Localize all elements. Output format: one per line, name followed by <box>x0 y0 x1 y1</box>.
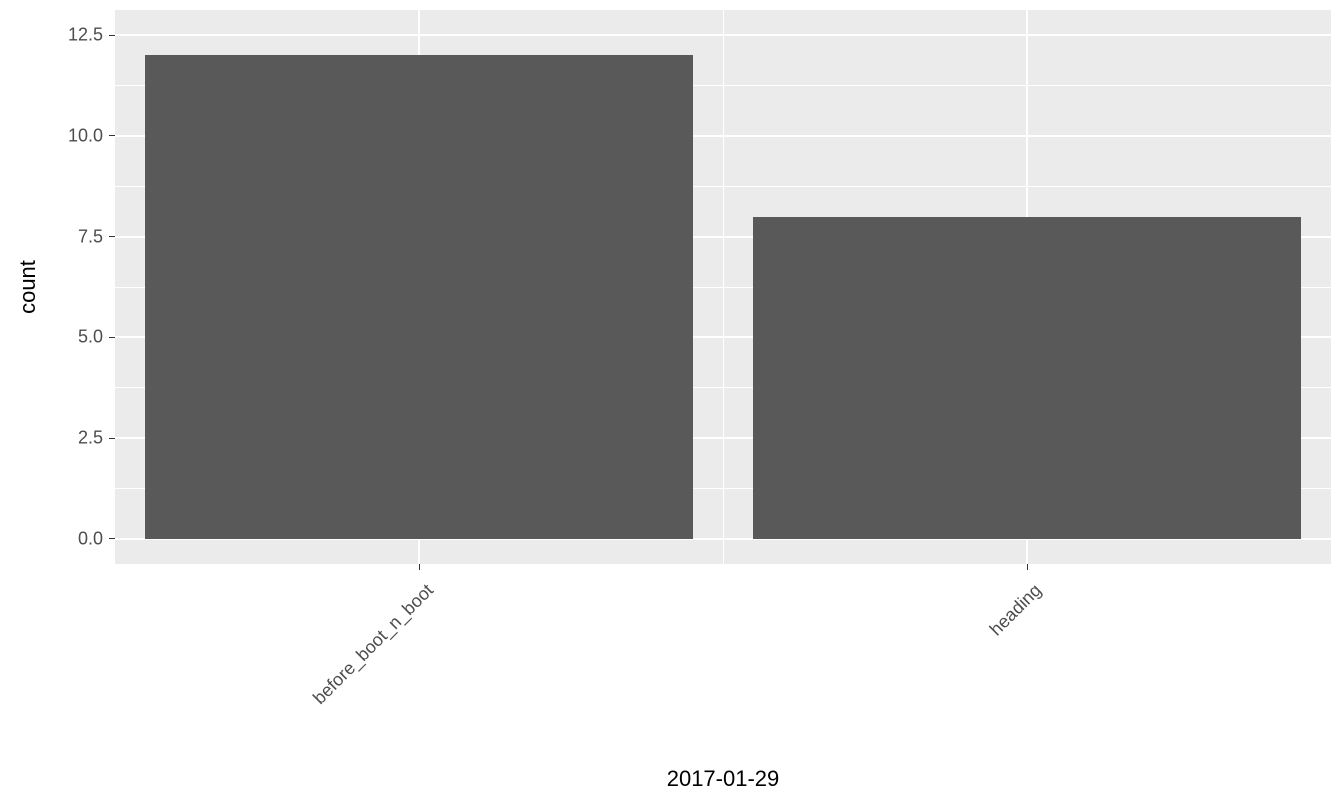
y-tick-mark <box>109 236 115 237</box>
y-tick-mark <box>109 135 115 136</box>
x-axis-title: 2017-01-29 <box>667 766 780 792</box>
x-tick-mark <box>1027 564 1028 570</box>
y-tick-label: 0.0 <box>78 528 103 549</box>
y-tick-label: 7.5 <box>78 226 103 247</box>
bar-chart: 0.0 2.5 5.0 7.5 10.0 12.5 before_boot_n_boot h… <box>0 0 1344 806</box>
x-tick-label: heading <box>819 580 1046 807</box>
bar <box>753 217 1300 539</box>
y-tick-mark <box>109 538 115 539</box>
y-tick-label: 12.5 <box>68 25 103 46</box>
x-tick-label: before_boot_n_boot <box>211 580 438 807</box>
gridline-minor <box>723 10 724 564</box>
plot-area <box>115 10 1331 564</box>
x-tick-mark <box>419 564 420 570</box>
y-tick-label: 5.0 <box>78 327 103 348</box>
y-tick-label: 10.0 <box>68 125 103 146</box>
y-tick-mark <box>109 438 115 439</box>
bar <box>145 55 692 538</box>
y-axis-title: count <box>15 260 41 314</box>
y-tick-label: 2.5 <box>78 428 103 449</box>
y-tick-mark <box>109 337 115 338</box>
y-tick-mark <box>109 35 115 36</box>
